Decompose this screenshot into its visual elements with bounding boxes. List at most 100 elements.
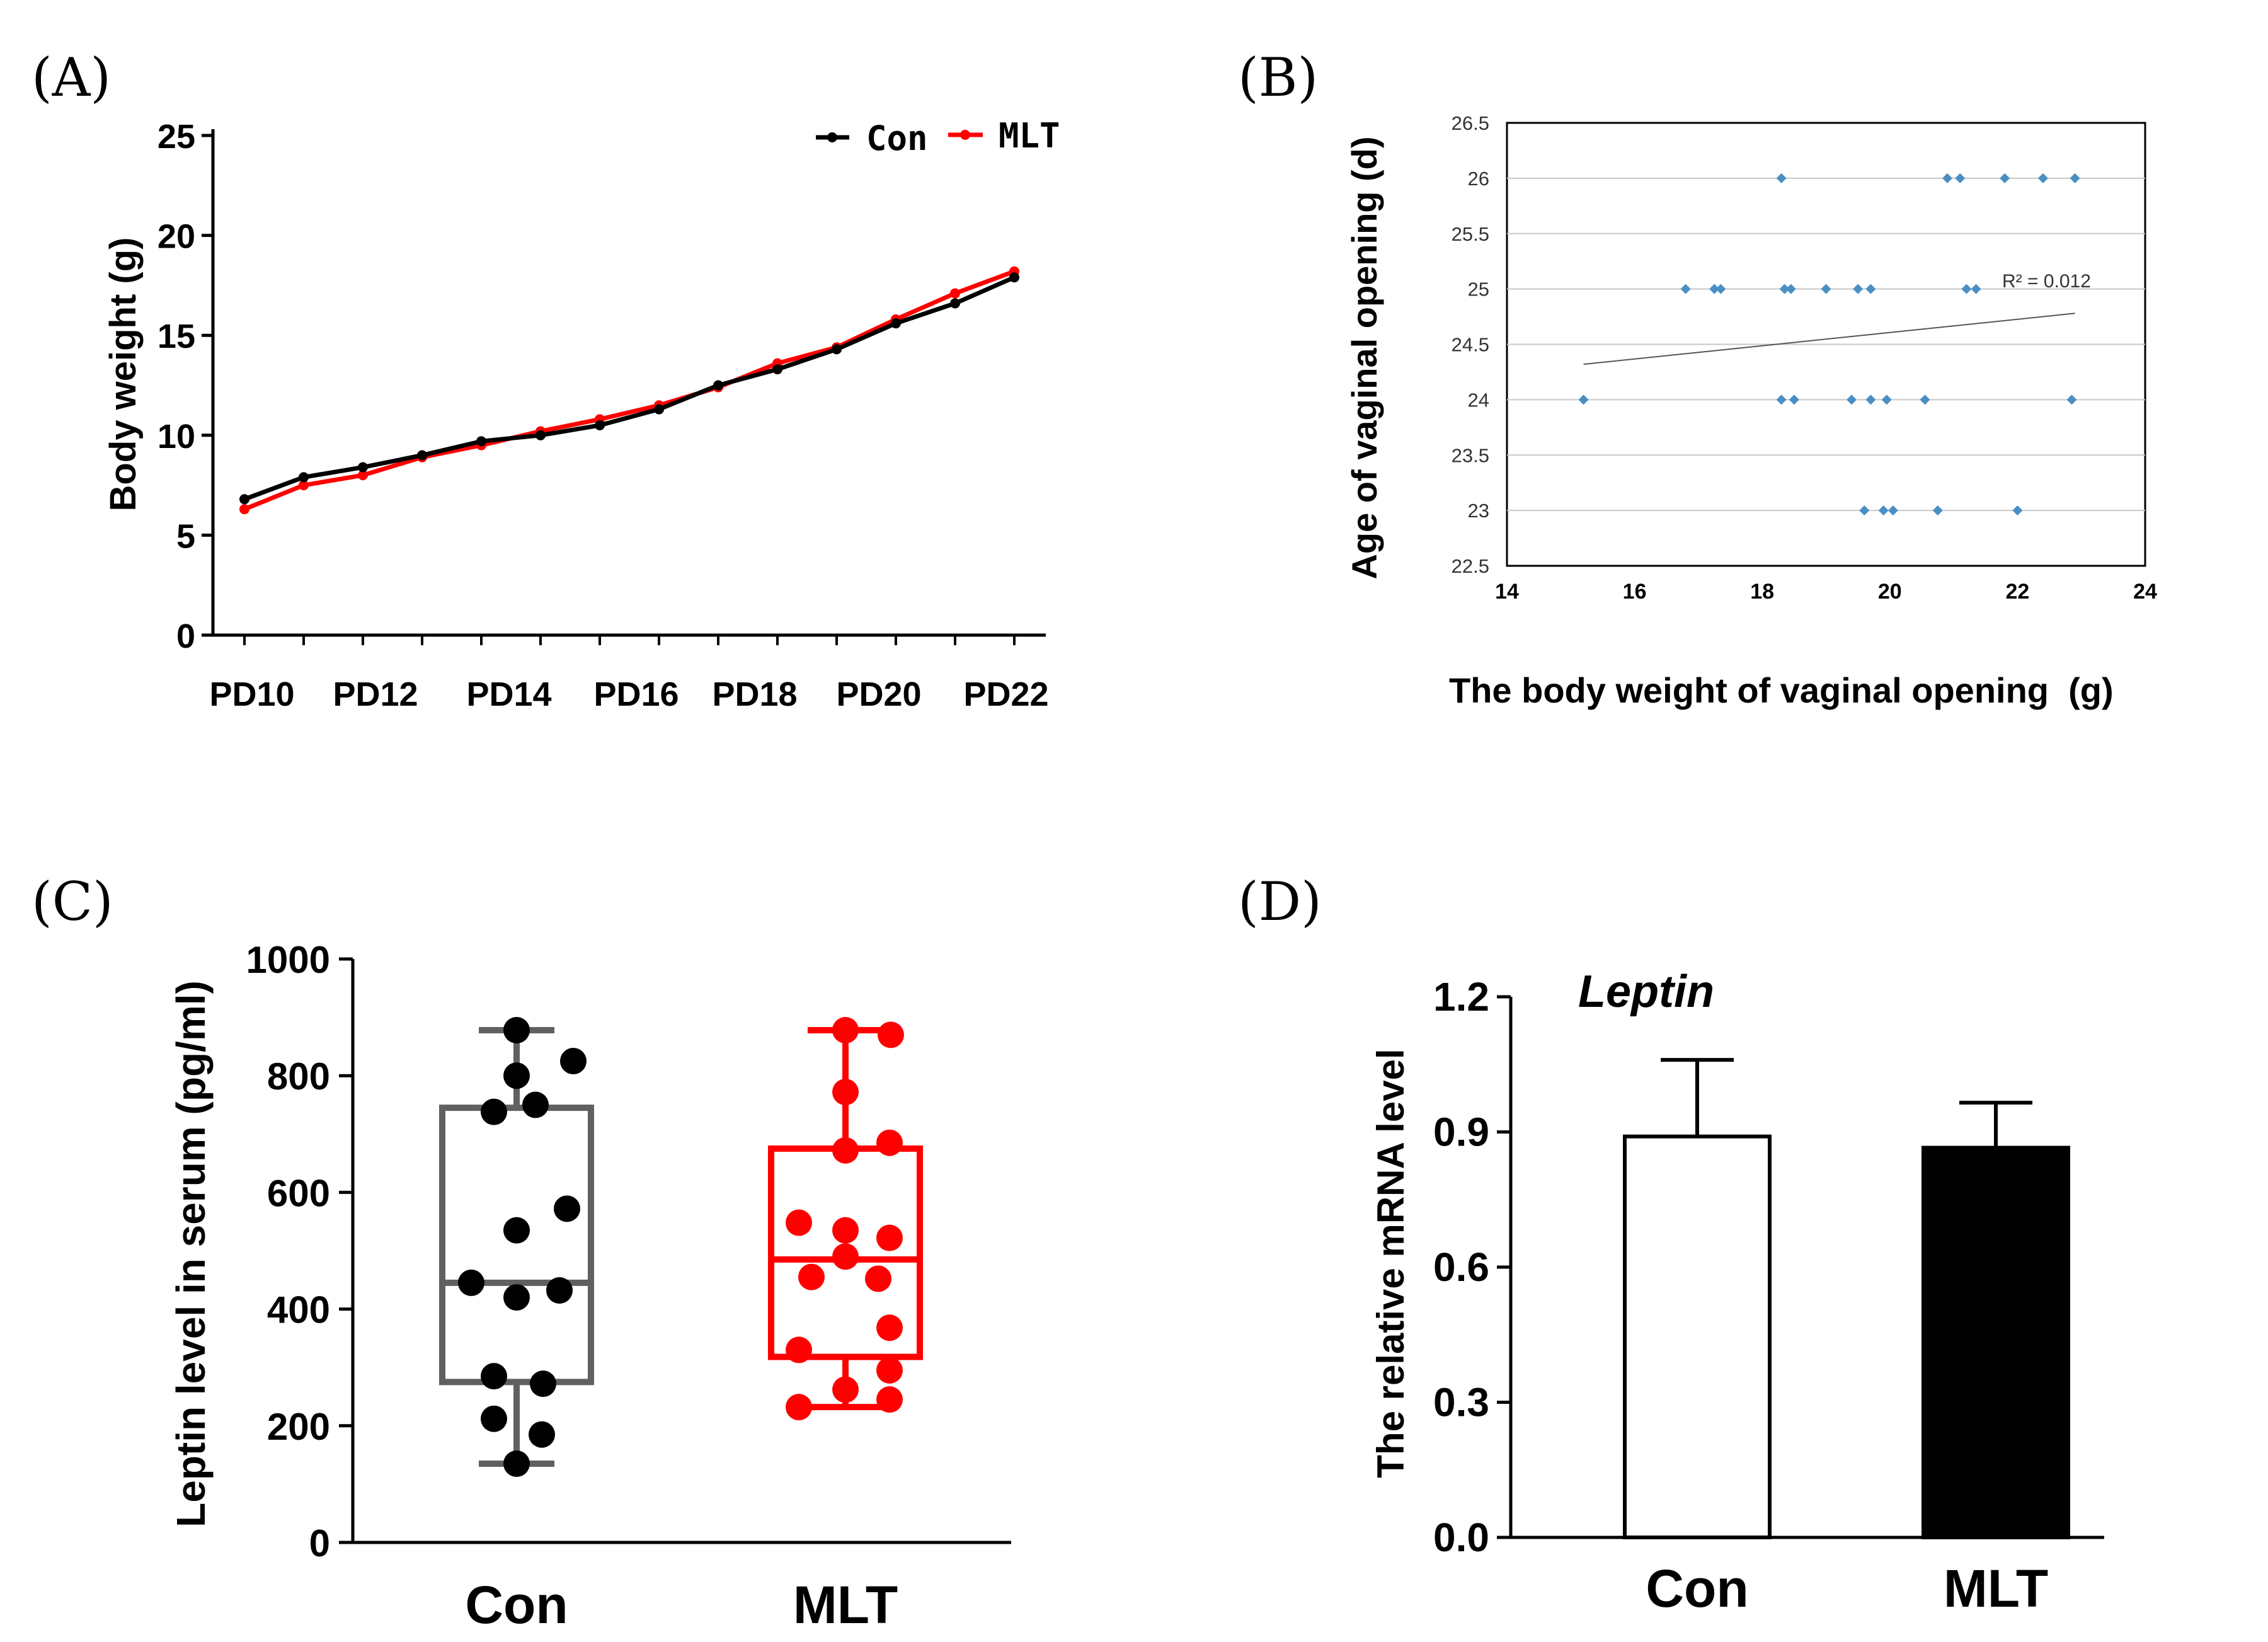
- series-mlt-line: [243, 269, 1016, 512]
- panel-c: (C) 0 200 400 600 800 1000 Con MLT Leptin level…: [32, 871, 1011, 1634]
- panel-c-label: (C): [32, 871, 113, 933]
- panel-a-ylabel: Body weight (g): [103, 238, 144, 512]
- panel-b-x-tick-label: 14: [1495, 580, 1519, 604]
- panel-d: (D) 0.0 0.3 0.6 0.9 1.2 Con MLT Leptin The rel…: [1238, 871, 2104, 1618]
- series-mlt-point: [358, 470, 368, 481]
- box-mlt-point: [832, 1376, 859, 1403]
- panel-a-y-tick-label: 10: [158, 418, 195, 456]
- panel-a-x-tick-label: PD20: [836, 675, 921, 713]
- panel-b-y-tick-label: 23: [1468, 500, 1489, 522]
- box-con-point: [503, 1062, 530, 1089]
- panel-a-x-tick-label: PD14: [466, 675, 551, 713]
- panel-c-ylabel: Leptin level in serum (pg/ml): [168, 980, 214, 1527]
- panel-b-y-tick-label: 24: [1468, 389, 1489, 411]
- box-con-point: [554, 1195, 580, 1222]
- panel-b: (B) 22.5 23 23.5 24 24.5 25 25.5 26 26.5 14 16 18 20…: [1238, 47, 2157, 710]
- panel-a-x-tick-label: PD16: [593, 675, 679, 713]
- panel-b-point: [1920, 394, 1930, 405]
- series-mlt-point: [950, 288, 960, 299]
- panel-c-y-tick-label: 1000: [246, 939, 330, 981]
- box-con-point: [481, 1098, 507, 1125]
- box-mlt-point: [786, 1209, 812, 1236]
- legend-mlt-marker: [960, 130, 970, 140]
- panel-b-point: [1776, 173, 1787, 183]
- panel-b-y-tick-label: 25: [1468, 278, 1489, 301]
- panel-c-y-tick-label: 200: [267, 1406, 330, 1448]
- panel-b-point: [1785, 284, 1796, 294]
- series-con-point: [891, 318, 901, 329]
- panel-b-xlabel: The body weight of vaginal opening (g): [1449, 670, 2114, 710]
- box-mlt-point: [832, 1016, 859, 1043]
- panel-b-y-tick-label: 25.5: [1452, 223, 1489, 245]
- series-con-line: [243, 275, 1016, 502]
- panel-b-point: [1881, 394, 1892, 405]
- panel-b-point: [1942, 173, 1952, 183]
- panel-d-ylabel: The relative mRNA level: [1370, 1048, 1412, 1478]
- box-mlt-point: [876, 1386, 903, 1413]
- box-con-iqr: [439, 1105, 594, 1386]
- series-con-point: [832, 344, 842, 355]
- box-con-point: [546, 1277, 573, 1304]
- series-mlt-point: [239, 504, 249, 515]
- series-con-point: [772, 364, 782, 375]
- panel-a: (A) 0 5 10 15 20 25 PD10 PD12 PD14 PD16 PD18 PD20 PD…: [32, 47, 1060, 713]
- panel-b-point: [1779, 284, 1790, 294]
- series-con-point: [950, 298, 960, 309]
- panel-b-point: [2070, 173, 2080, 183]
- panel-a-y-tick-label: 25: [158, 118, 195, 156]
- panel-b-point: [2012, 505, 2023, 516]
- panel-d-x-label-con: Con: [1646, 1559, 1748, 1618]
- panel-b-label: (B): [1238, 47, 1318, 108]
- panel-b-point: [1878, 505, 1889, 516]
- panel-b-point: [1789, 394, 1799, 405]
- panel-b-y-tick-label: 22.5: [1452, 555, 1489, 577]
- box-mlt-point: [798, 1263, 825, 1290]
- panel-a-y-tick-label: 5: [176, 517, 195, 555]
- panel-b-x-tick-label: 22: [2005, 580, 2029, 604]
- box-con-point: [458, 1269, 484, 1296]
- box-con-point: [503, 1450, 530, 1477]
- panel-a-y-tick-label: 0: [176, 617, 195, 655]
- series-con-point: [1009, 272, 1019, 283]
- panel-b-x-tick-label: 18: [1750, 580, 1774, 604]
- panel-b-point: [2037, 173, 2048, 183]
- panel-b-point: [1971, 284, 1981, 294]
- box-mlt-point: [786, 1394, 812, 1421]
- series-con-point: [713, 380, 723, 391]
- panel-b-point: [1853, 284, 1864, 294]
- panel-b-point: [2000, 173, 2010, 183]
- panel-a-x-tick-label: PD10: [209, 675, 294, 713]
- legend-con-label: Con: [866, 118, 928, 158]
- box-mlt-point: [865, 1265, 891, 1292]
- panel-b-point: [1865, 284, 1876, 294]
- panel-c-y-tick-label: 600: [267, 1172, 330, 1214]
- panel-d-label: (D): [1238, 871, 1322, 933]
- panel-b-x-tick-label: 24: [2133, 580, 2157, 604]
- panel-b-y-tick-label: 23.5: [1452, 444, 1489, 466]
- box-con-point: [529, 1421, 555, 1448]
- legend-con-marker: [827, 132, 837, 142]
- panel-b-plot: 22.5 23 23.5 24 24.5 25 25.5 26 26.5 14 16 18 20 22 24: [1452, 112, 2157, 604]
- box-con-point: [503, 1217, 530, 1244]
- panel-b-point: [1680, 284, 1691, 294]
- panel-b-point: [1955, 173, 1966, 183]
- box-mlt-point: [832, 1217, 859, 1244]
- panel-b-y-tick-label: 24.5: [1452, 334, 1489, 356]
- box-con-point: [503, 1016, 530, 1043]
- panel-d-plot: 0.0 0.3 0.6 0.9 1.2 Con MLT: [1433, 974, 2104, 1618]
- panel-d-y-tick-label: 0.3: [1433, 1380, 1489, 1425]
- box-mlt-point: [876, 1357, 903, 1384]
- box-mlt-point: [876, 1224, 903, 1251]
- panel-b-point: [1865, 394, 1876, 405]
- panel-b-ylabel: Age of vaginal opening (d): [1344, 136, 1384, 579]
- panel-b-annotation: R² = 0.012: [2002, 271, 2091, 292]
- box-con-point: [481, 1363, 507, 1390]
- panel-b-point: [1776, 394, 1787, 405]
- box-con-point: [530, 1370, 556, 1398]
- panel-b-point: [1859, 505, 1870, 516]
- panel-a-legend: Con MLT: [816, 116, 1060, 158]
- panel-b-y-tick-label: 26.5: [1452, 112, 1489, 134]
- series-con-point: [239, 494, 249, 505]
- panel-a-label: (A): [32, 47, 111, 108]
